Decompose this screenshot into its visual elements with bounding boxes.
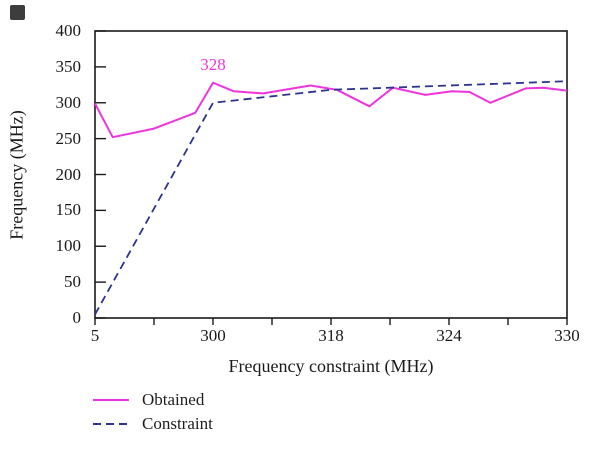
obtained-series-line [94, 81, 568, 139]
legend-label: Constraint [142, 414, 213, 433]
x-tick-label: 324 [436, 326, 462, 345]
y-tick-label: 250 [55, 128, 82, 148]
x-tick-label: 5 [90, 326, 100, 345]
y-tick-label: 200 [55, 164, 82, 184]
plot-frame [94, 30, 568, 319]
x-tick-label: 318 [318, 326, 344, 345]
corner-artifact-square [10, 5, 25, 20]
legend-line-sample-dashed [93, 423, 129, 425]
legend-item: Constraint [93, 412, 213, 436]
y-tick-label: 350 [55, 56, 82, 76]
legend-line-sample-solid [93, 399, 129, 401]
y-tick-label: 400 [55, 21, 82, 40]
y-tick-label: 0 [72, 308, 82, 327]
legend-item: Obtained [93, 388, 213, 412]
x-tick-label: 300 [200, 326, 226, 345]
y-axis-title: Frequency (MHz) [6, 110, 27, 240]
peak-annotation: 328 [200, 54, 226, 74]
x-tick-label: 330 [554, 326, 580, 345]
constraint-series-line [94, 80, 568, 315]
y-tick-label: 300 [55, 92, 82, 112]
y-tick-label: 50 [64, 272, 81, 292]
y-tick-label: 100 [55, 236, 82, 256]
legend: Obtained Constraint [93, 388, 213, 436]
legend-label: Obtained [142, 390, 205, 409]
x-axis-title: Frequency constraint (MHz) [228, 356, 434, 376]
y-tick-label: 150 [55, 200, 82, 220]
